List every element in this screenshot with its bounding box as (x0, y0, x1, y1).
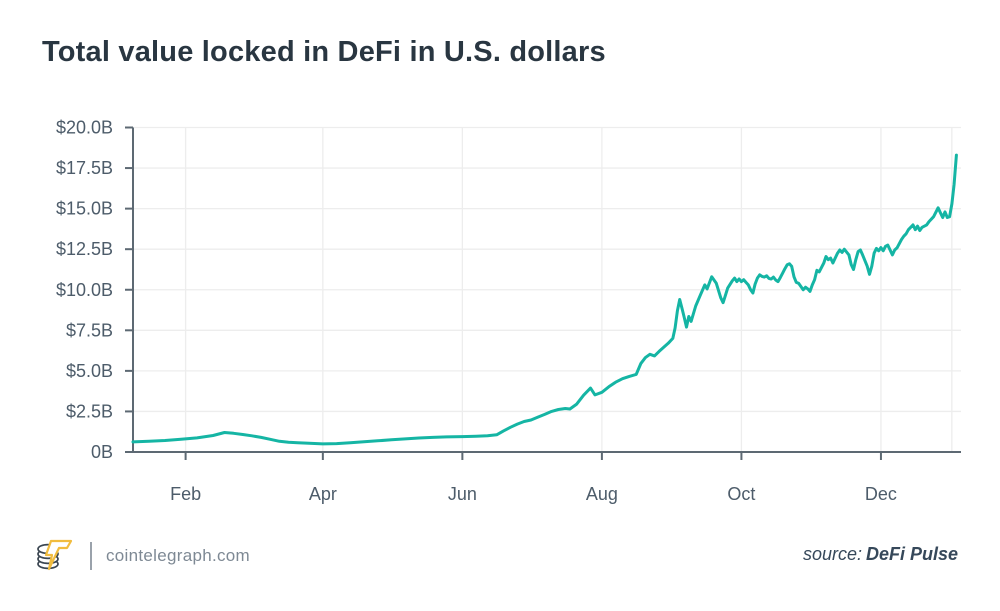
brand-text: cointelegraph.com (106, 546, 251, 565)
y-tick-label: $5.0B (66, 361, 113, 381)
x-tick-label: Aug (586, 484, 618, 504)
y-tick-label: $20.0B (56, 118, 113, 138)
brand-block: cointelegraph.com (36, 537, 250, 575)
x-tick-label: Oct (727, 484, 755, 504)
x-tick-label: Feb (170, 484, 201, 504)
x-tick-label: Dec (865, 484, 897, 504)
cointelegraph-logo-icon (37, 539, 73, 571)
footer-divider (90, 542, 92, 570)
x-tick-label: Apr (309, 484, 337, 504)
y-tick-label: $7.5B (66, 320, 113, 340)
y-tick-label: 0B (91, 442, 113, 462)
x-tick-label: Jun (448, 484, 477, 504)
source-name: DeFi Pulse (865, 544, 958, 564)
source-label: source: (802, 544, 862, 564)
y-tick-label: $10.0B (56, 280, 113, 300)
y-tick-label: $12.5B (56, 239, 113, 259)
y-tick-label: $2.5B (66, 401, 113, 421)
y-tick-label: $17.5B (56, 158, 113, 178)
series-line (131, 153, 958, 446)
line-chart: 0B $2.5B $5.0B $7.5B $10.0B $12.5B $15.0B $17.5… (56, 118, 961, 504)
lightning-bolt-icon (44, 539, 73, 571)
y-tick-label: $15.0B (56, 199, 113, 219)
source-credit: source: DeFi Pulse (803, 544, 958, 565)
page-title: Total value locked in DeFi in U.S. dolla… (42, 36, 606, 68)
footer: cointelegraph.com source: DeFi Pulse (0, 534, 1000, 584)
